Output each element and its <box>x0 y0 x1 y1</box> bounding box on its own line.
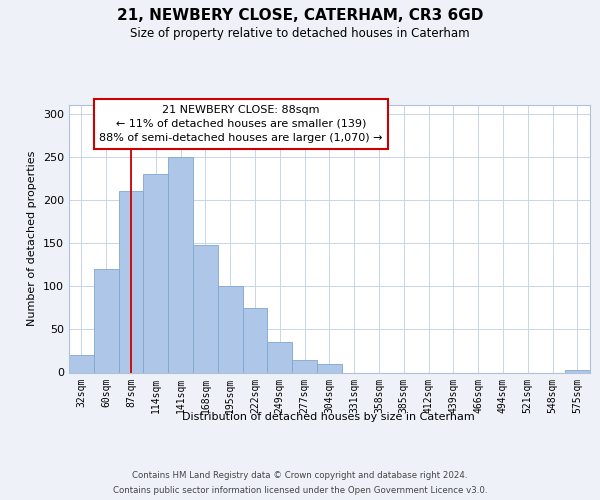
Bar <box>317 364 342 372</box>
Bar <box>242 308 268 372</box>
Text: 21 NEWBERY CLOSE: 88sqm
← 11% of detached houses are smaller (139)
88% of semi-d: 21 NEWBERY CLOSE: 88sqm ← 11% of detache… <box>99 105 383 143</box>
Bar <box>168 157 193 372</box>
Bar <box>292 360 317 372</box>
Bar <box>268 342 292 372</box>
Bar <box>565 370 590 372</box>
Bar <box>69 355 94 372</box>
Bar <box>218 286 242 372</box>
Bar <box>119 192 143 372</box>
Bar <box>143 174 168 372</box>
Bar <box>94 269 119 372</box>
Text: Distribution of detached houses by size in Caterham: Distribution of detached houses by size … <box>182 412 475 422</box>
Text: 21, NEWBERY CLOSE, CATERHAM, CR3 6GD: 21, NEWBERY CLOSE, CATERHAM, CR3 6GD <box>117 8 483 22</box>
Y-axis label: Number of detached properties: Number of detached properties <box>28 151 37 326</box>
Bar <box>193 245 218 372</box>
Text: Contains public sector information licensed under the Open Government Licence v3: Contains public sector information licen… <box>113 486 487 495</box>
Text: Size of property relative to detached houses in Caterham: Size of property relative to detached ho… <box>130 28 470 40</box>
Text: Contains HM Land Registry data © Crown copyright and database right 2024.: Contains HM Land Registry data © Crown c… <box>132 471 468 480</box>
